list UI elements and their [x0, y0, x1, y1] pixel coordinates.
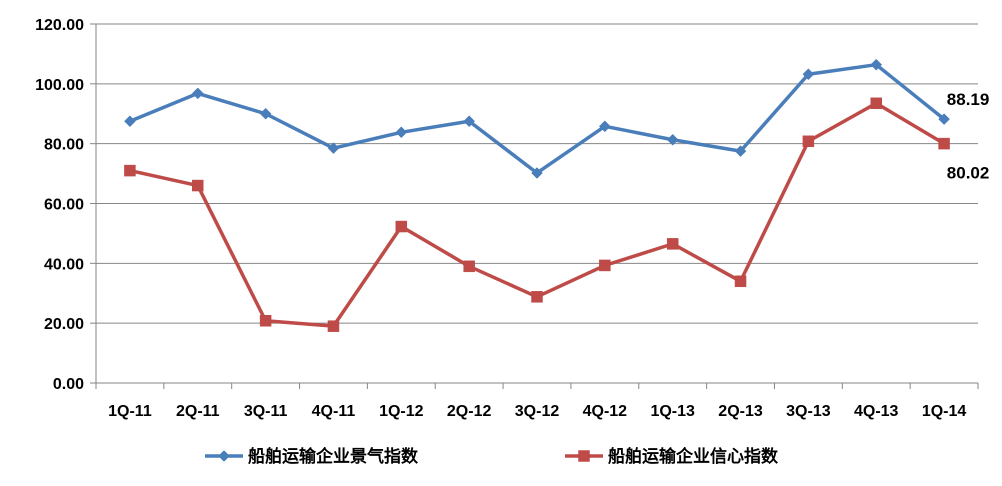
x-tick-label: 4Q-12 [583, 403, 628, 420]
data-point-diamond [395, 126, 408, 139]
data-point-square [259, 315, 272, 327]
data-point-diamond [124, 115, 136, 128]
data-point-diamond [463, 115, 476, 128]
data-label: 88.19 [947, 90, 990, 109]
legend-label: 船舶运输企业景气指数 [248, 446, 419, 467]
data-point-diamond [218, 450, 230, 462]
data-point-diamond [191, 87, 204, 100]
y-tick-label: 20.00 [44, 316, 84, 333]
x-tick-label: 4Q-13 [854, 403, 899, 420]
x-tick-label: 3Q-12 [515, 403, 560, 420]
data-point-diamond [531, 167, 543, 179]
series-2 [124, 97, 950, 332]
data-labels: 88.19 80.02 [947, 90, 990, 182]
x-tick-label: 1Q-12 [379, 403, 424, 420]
legend-item-1: 船舶运输企业景气指数 [205, 446, 419, 467]
data-point-square [531, 291, 543, 303]
x-tick-label: 1Q-13 [650, 403, 695, 420]
series-1 [124, 58, 950, 179]
legend-label: 船舶运输企业信心指数 [608, 446, 779, 467]
y-tick-label: 0.00 [53, 376, 84, 393]
data-point-diamond [666, 133, 679, 146]
legend: 船舶运输企业景气指数 船舶运输企业信心指数 [205, 446, 779, 467]
data-point-square [802, 135, 815, 148]
data-point-diamond [802, 68, 815, 81]
data-point-diamond [259, 107, 272, 120]
data-point-square [327, 320, 340, 332]
data-point-diamond [327, 142, 340, 155]
data-label: 80.02 [947, 164, 990, 183]
x-tick-label: 3Q-13 [786, 403, 831, 420]
data-point-square [192, 179, 204, 192]
grid-lines [96, 23, 978, 324]
data-point-diamond [598, 120, 611, 133]
x-tick-label: 2Q-13 [718, 403, 763, 420]
data-point-diamond [938, 113, 950, 126]
x-tick-label: 2Q-12 [447, 403, 492, 420]
series-group [124, 58, 950, 332]
data-point-square [666, 238, 679, 250]
x-axis-ticks: 1Q-11 2Q-11 3Q-11 4Q-11 1Q-12 2Q-12 3Q-12 4Q-12… [95, 383, 979, 420]
x-tick-label: 2Q-11 [176, 403, 220, 420]
x-tick-label: 1Q-14 [922, 403, 967, 420]
data-point-square [395, 220, 408, 233]
x-tick-label: 1Q-11 [108, 403, 152, 420]
data-point-square [599, 259, 611, 272]
series-line [129, 62, 946, 175]
data-point-diamond [870, 58, 883, 71]
data-point-square [938, 137, 950, 150]
x-tick-label: 3Q-11 [244, 403, 288, 420]
data-point-square [578, 450, 590, 462]
data-point-square [870, 97, 882, 110]
x-tick-label: 4Q-11 [312, 403, 356, 420]
y-tick-label: 80.00 [44, 137, 84, 154]
y-tick-label: 60.00 [44, 197, 84, 214]
y-tick-label: 40.00 [44, 256, 84, 273]
data-point-square [734, 275, 747, 288]
y-axis-ticks: 0.00 20.00 40.00 60.00 80.00 100.00 120.00 [35, 17, 96, 393]
data-point-square [463, 260, 475, 273]
data-point-square [124, 164, 136, 177]
data-point-diamond [734, 145, 747, 157]
y-tick-label: 120.00 [35, 17, 84, 34]
y-tick-label: 100.00 [35, 77, 84, 94]
legend-item-2: 船舶运输企业信心指数 [565, 446, 779, 467]
